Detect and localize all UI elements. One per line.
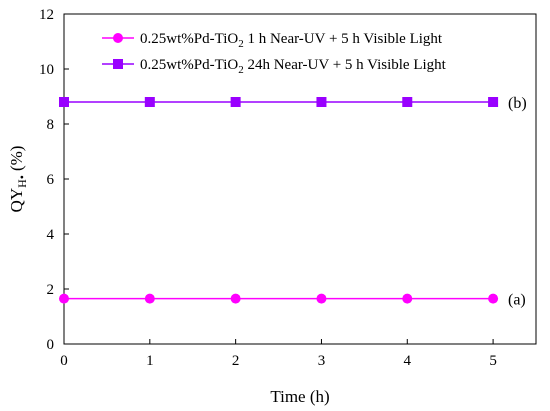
data-point (230, 293, 241, 304)
y-axis-title-unit: (%) (7, 146, 26, 171)
x-tick-label: 2 (232, 353, 240, 369)
data-point (59, 293, 69, 304)
x-tick-label: 0 (60, 353, 68, 369)
y-axis-title: QYH• (%) (7, 146, 29, 213)
data-point (144, 293, 155, 304)
x-tick-label: 3 (318, 353, 326, 369)
y-axis-title-main: QY (7, 188, 26, 213)
y-axis-title-subscript: H• (15, 175, 29, 188)
data-point (402, 97, 413, 107)
legend-label-rest: 1 h Near-UV + 5 h Visible Light (244, 31, 443, 47)
data-point (488, 293, 499, 304)
legend-label-subscript: 2 (238, 64, 244, 76)
x-tick-label: 1 (146, 353, 154, 369)
x-tick-label: 5 (489, 353, 497, 369)
series-1: (a) (59, 292, 526, 309)
y-tick-label: 4 (47, 227, 55, 243)
legend-label-rest: 24h Near-UV + 5 h Visible Light (244, 57, 447, 73)
series-layer: (a) (b) (59, 95, 527, 309)
legend-marker (113, 33, 123, 43)
legend-marker (113, 59, 123, 69)
data-point (144, 97, 155, 107)
series-2: (b) (59, 95, 527, 112)
x-tick-label: 4 (404, 353, 412, 369)
legend-label: 0.25wt%Pd-TiO2 1 h Near-UV + 5 h Visible… (140, 31, 443, 50)
y-tick-label: 6 (47, 172, 55, 188)
series-1-annotation: (a) (508, 292, 526, 309)
data-point (59, 97, 69, 107)
data-point (488, 97, 499, 107)
legend-label: 0.25wt%Pd-TiO2 24h Near-UV + 5 h Visible… (140, 57, 447, 76)
y-tick-label: 10 (39, 62, 54, 78)
y-tick-label: 8 (47, 117, 55, 133)
data-point (230, 97, 241, 107)
y-tick-label: 2 (47, 282, 55, 298)
y-tick-label: 12 (39, 7, 54, 23)
x-axis-title: Time (h) (270, 387, 329, 406)
legend-entry-2: 0.25wt%Pd-TiO2 24h Near-UV + 5 h Visible… (102, 57, 447, 76)
legend-entry-1: 0.25wt%Pd-TiO2 1 h Near-UV + 5 h Visible… (102, 31, 443, 50)
data-point (316, 293, 327, 304)
y-tick-label: 0 (47, 337, 55, 353)
data-point (316, 97, 327, 107)
legend: 0.25wt%Pd-TiO2 1 h Near-UV + 5 h Visible… (102, 31, 447, 76)
series-2-annotation: (b) (508, 95, 527, 112)
data-point (402, 293, 413, 304)
legend-label-main: 0.25wt%Pd-TiO (140, 31, 238, 47)
legend-label-subscript: 2 (238, 38, 244, 50)
legend-label-main: 0.25wt%Pd-TiO (140, 57, 238, 73)
